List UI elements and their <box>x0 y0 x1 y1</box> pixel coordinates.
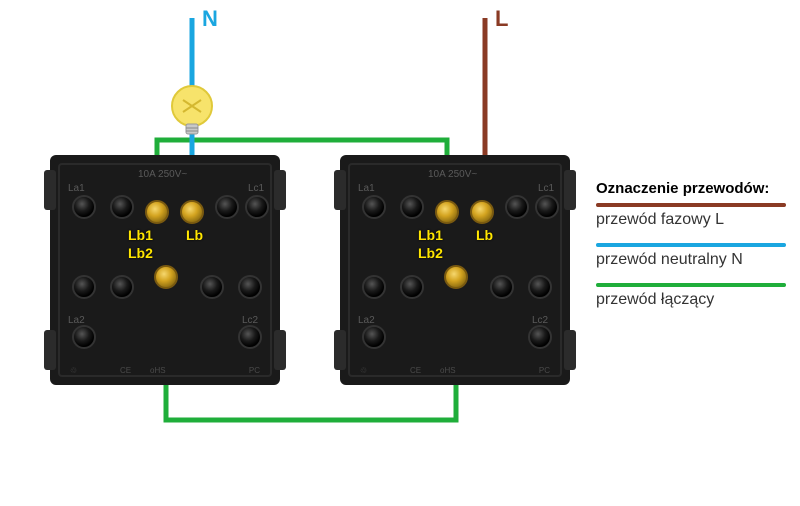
legend: Oznaczenie przewodów: przewód fazowy L p… <box>596 180 786 323</box>
terminal-lc1 <box>245 195 269 219</box>
terminal-mid-r1 <box>490 275 514 299</box>
live-label: L <box>495 6 508 32</box>
switch-module-left: 10A 250V~ La1 Lc1 Lb1 Lb Lb2 La2 Lc2 CE … <box>50 155 280 385</box>
label-lb2: Lb2 <box>418 245 443 261</box>
label-lb: Lb <box>186 227 203 243</box>
terminal-lc2 <box>238 325 262 349</box>
terminal-mid-r1 <box>200 275 224 299</box>
legend-swatch <box>596 203 786 207</box>
silk-lc2: Lc2 <box>532 315 548 326</box>
label-lb2: Lb2 <box>128 245 153 261</box>
label-lb: Lb <box>476 227 493 243</box>
terminal-la2 <box>72 325 96 349</box>
silk-lc1: Lc1 <box>538 183 554 194</box>
legend-label: przewód fazowy L <box>596 211 786 229</box>
terminal-lb1 <box>435 200 459 224</box>
terminal-lc <box>505 195 529 219</box>
legend-item-link: przewód łączący <box>596 283 786 319</box>
bulb-icon <box>172 86 212 134</box>
terminal-mid-r2 <box>528 275 552 299</box>
terminal-la <box>400 195 424 219</box>
silk-pc: PC <box>539 366 550 375</box>
legend-label: przewód neutralny N <box>596 251 786 269</box>
label-lb1: Lb1 <box>418 227 443 243</box>
terminal-la2 <box>362 325 386 349</box>
silk-lc2: Lc2 <box>242 315 258 326</box>
terminal-la1 <box>362 195 386 219</box>
silk-rohs: oHS <box>440 366 456 375</box>
terminal-mid-r2 <box>238 275 262 299</box>
terminal-la <box>110 195 134 219</box>
terminal-lb <box>470 200 494 224</box>
terminal-lb1 <box>145 200 169 224</box>
label-lb1: Lb1 <box>128 227 153 243</box>
switch-module-right: 10A 250V~ La1 Lc1 Lb1 Lb Lb2 La2 Lc2 CE … <box>340 155 570 385</box>
legend-item-live: przewód fazowy L <box>596 203 786 239</box>
silk-la2: La2 <box>68 315 85 326</box>
legend-swatch <box>596 243 786 247</box>
recycle-icon: ♲ <box>360 366 367 375</box>
rating-text: 10A 250V~ <box>138 169 187 180</box>
rating-text: 10A 250V~ <box>428 169 477 180</box>
silk-la2: La2 <box>358 315 375 326</box>
legend-title: Oznaczenie przewodów: <box>596 180 786 197</box>
terminal-mid-l1 <box>362 275 386 299</box>
terminal-lb2 <box>154 265 178 289</box>
silk-rohs: oHS <box>150 366 166 375</box>
terminal-lc1 <box>535 195 559 219</box>
terminal-mid-l2 <box>400 275 424 299</box>
silk-ce: CE <box>410 366 421 375</box>
terminal-lb <box>180 200 204 224</box>
terminal-mid-l2 <box>110 275 134 299</box>
legend-item-neutral: przewód neutralny N <box>596 243 786 279</box>
silk-pc: PC <box>249 366 260 375</box>
wiring-diagram: N L 10A 250V~ La1 Lc1 Lb1 Lb Lb2 La2 <box>0 0 800 506</box>
terminal-lc2 <box>528 325 552 349</box>
terminal-la1 <box>72 195 96 219</box>
legend-swatch <box>596 283 786 287</box>
legend-label: przewód łączący <box>596 291 786 309</box>
terminal-mid-l1 <box>72 275 96 299</box>
silk-la1: La1 <box>68 183 85 194</box>
silk-la1: La1 <box>358 183 375 194</box>
recycle-icon: ♲ <box>70 366 77 375</box>
silk-ce: CE <box>120 366 131 375</box>
silk-lc1: Lc1 <box>248 183 264 194</box>
terminal-lc <box>215 195 239 219</box>
terminal-lb2 <box>444 265 468 289</box>
neutral-label: N <box>202 6 218 32</box>
